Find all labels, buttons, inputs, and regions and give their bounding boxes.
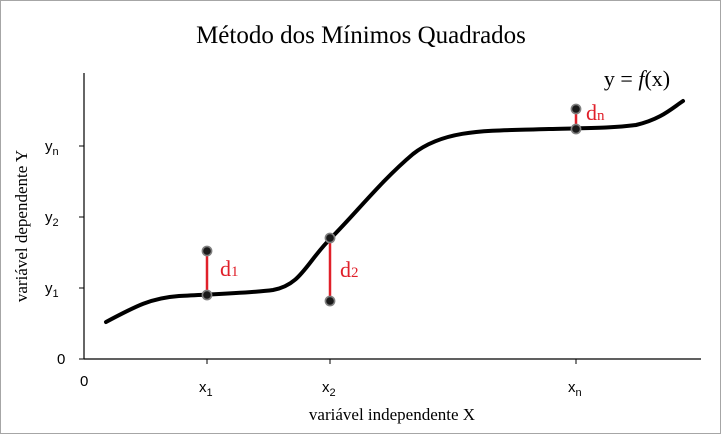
deviation-label-d1: d1 bbox=[220, 256, 239, 281]
y-origin-label: 0 bbox=[57, 351, 65, 368]
deviation-label-dn: dn bbox=[586, 100, 605, 125]
x-tick-label-x1: x1 bbox=[199, 379, 213, 399]
curve-point-1 bbox=[201, 289, 213, 301]
deviation-label-d2: d2 bbox=[340, 257, 359, 282]
x-tick-label-x2: x2 bbox=[322, 379, 336, 399]
function-label: y = f(x) bbox=[604, 66, 670, 91]
observed-point-n bbox=[570, 103, 582, 115]
x-axis-title: variável independente X bbox=[309, 405, 475, 424]
x-origin-label: 0 bbox=[80, 373, 88, 390]
y-tick-label-yn: yn bbox=[45, 138, 59, 158]
observed-point-2 bbox=[324, 295, 336, 307]
curve-point-n bbox=[570, 123, 582, 135]
y-tick-label-y2: y2 bbox=[45, 209, 59, 229]
curve-point-2 bbox=[324, 232, 336, 244]
y-axis-title: variável dependente Y bbox=[12, 150, 31, 302]
fitted-curve bbox=[104, 99, 685, 324]
observed-point-1 bbox=[201, 245, 213, 257]
diagram-title: Método dos Mínimos Quadrados bbox=[196, 22, 526, 49]
y-tick-label-y1: y1 bbox=[45, 280, 59, 300]
x-tick-label-xn: xn bbox=[568, 379, 582, 399]
